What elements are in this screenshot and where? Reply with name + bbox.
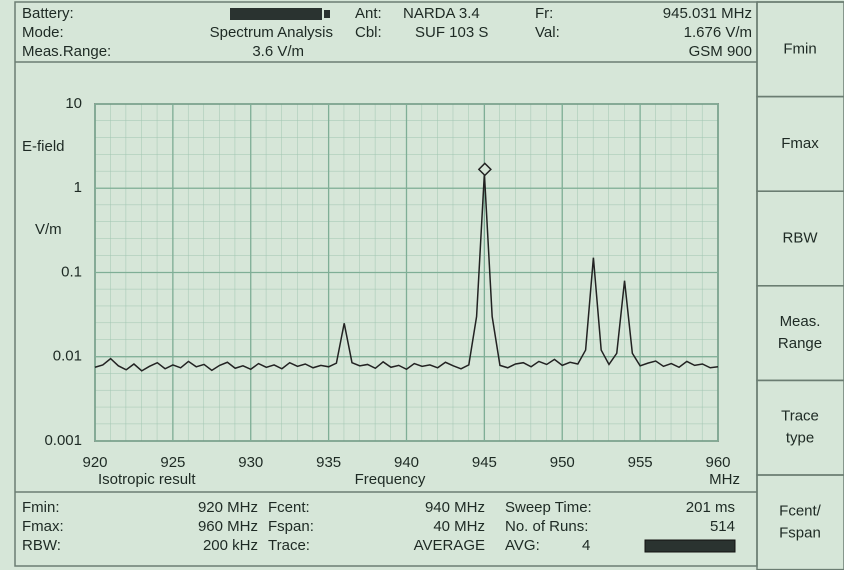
- label: Mode:: [22, 24, 64, 41]
- value: 200 kHz: [203, 537, 258, 554]
- trace: [94, 173, 719, 372]
- battery-tip: [324, 10, 330, 18]
- label: Battery:: [22, 5, 74, 22]
- progress-bar: [644, 539, 736, 553]
- softkey-label[interactable]: type: [786, 430, 814, 447]
- value: GSM 900: [689, 43, 752, 60]
- y-axis-unit: V/m: [35, 221, 62, 238]
- softkey[interactable]: [756, 285, 844, 382]
- x-tick-label: 950: [550, 454, 575, 471]
- x-axis-unit: MHz: [709, 471, 740, 488]
- x-tick-label: 945: [472, 454, 497, 471]
- value: AVERAGE: [414, 537, 485, 554]
- softkey-label[interactable]: Range: [778, 335, 822, 352]
- x-tick-label: 920: [82, 454, 107, 471]
- note: Isotropic result: [98, 471, 196, 488]
- label: Fmin:: [22, 499, 60, 516]
- y-tick-label: 0.01: [53, 348, 82, 365]
- softkey-label[interactable]: Fspan: [779, 524, 821, 541]
- label: Ant:: [355, 5, 382, 22]
- value: 4: [582, 537, 590, 554]
- label: Val:: [535, 24, 560, 41]
- softkey-label[interactable]: Fmin: [783, 40, 816, 57]
- softkey-label[interactable]: Trace: [781, 408, 819, 425]
- x-tick-label: 925: [160, 454, 185, 471]
- label: Cbl:: [355, 24, 382, 41]
- label: Sweep Time:: [505, 499, 592, 516]
- label: Meas.Range:: [22, 43, 111, 60]
- y-tick-label: 0.1: [61, 263, 82, 280]
- value: Spectrum Analysis: [210, 24, 333, 41]
- value: 920 MHz: [198, 499, 258, 516]
- value: NARDA 3.4: [403, 5, 480, 22]
- label: Fr:: [535, 5, 553, 22]
- x-tick-label: 930: [238, 454, 263, 471]
- y-tick-label: 1: [74, 179, 82, 196]
- peak-marker: [477, 162, 492, 177]
- value: 514: [710, 518, 735, 535]
- value: SUF 103 S: [415, 24, 488, 41]
- battery-icon: [230, 8, 322, 20]
- y-tick-label: 0.001: [44, 432, 82, 449]
- value: 1.676 V/m: [684, 24, 752, 41]
- label: Fcent:: [268, 499, 310, 516]
- y-tick-label: 10: [65, 95, 82, 112]
- label: AVG:: [505, 537, 540, 554]
- value: 40 MHz: [433, 518, 485, 535]
- value: 945.031 MHz: [663, 5, 752, 22]
- value: 201 ms: [686, 499, 735, 516]
- label: RBW:: [22, 537, 61, 554]
- label: Fmax:: [22, 518, 64, 535]
- y-axis-label: E-field: [22, 138, 65, 155]
- x-tick-label: 940: [394, 454, 419, 471]
- softkey-label[interactable]: Fcent/: [779, 502, 822, 519]
- value: 3.6 V/m: [252, 43, 304, 60]
- x-tick-label: 935: [316, 454, 341, 471]
- label: Fspan:: [268, 518, 314, 535]
- value: 960 MHz: [198, 518, 258, 535]
- label: Trace:: [268, 537, 310, 554]
- label: No. of Runs:: [505, 518, 588, 535]
- x-axis-label: Frequency: [355, 471, 426, 488]
- x-tick-label: 960: [705, 454, 730, 471]
- softkey-label[interactable]: Fmax: [781, 135, 819, 152]
- softkey[interactable]: [756, 379, 844, 476]
- x-tick-label: 955: [628, 454, 653, 471]
- value: 940 MHz: [425, 499, 485, 516]
- softkey-label[interactable]: RBW: [783, 229, 819, 246]
- softkey[interactable]: [756, 474, 844, 570]
- softkey-label[interactable]: Meas.: [780, 313, 821, 330]
